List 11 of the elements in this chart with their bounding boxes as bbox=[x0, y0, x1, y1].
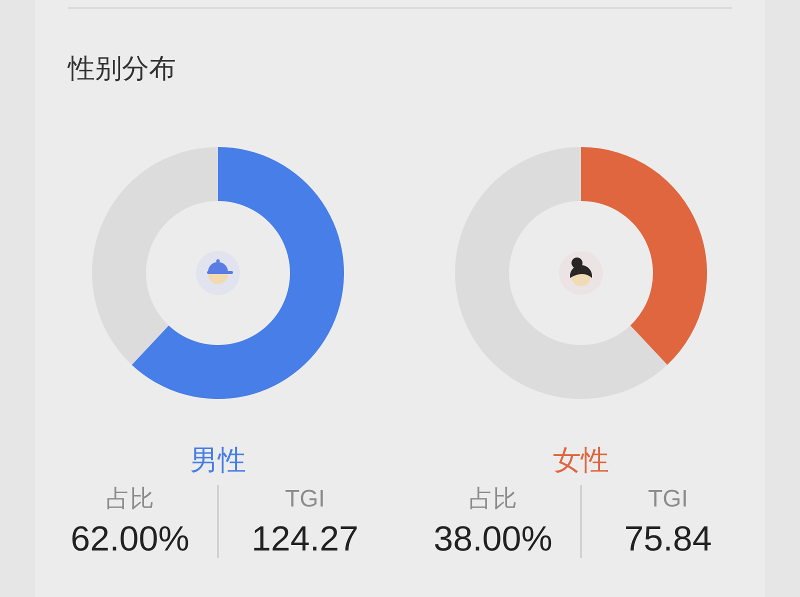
text: TGI bbox=[648, 486, 688, 513]
text: 38.00% bbox=[434, 520, 552, 559]
text: TGI bbox=[285, 486, 325, 513]
text: 75.84 bbox=[624, 520, 712, 559]
text: 女性 bbox=[553, 444, 609, 476]
text: 占比 bbox=[106, 486, 154, 513]
text: 62.00% bbox=[70, 520, 190, 559]
text: 占比 bbox=[469, 486, 517, 513]
text: 124.27 bbox=[251, 520, 359, 559]
chart-title: 性别分布 bbox=[67, 53, 176, 84]
text: 男性 bbox=[190, 444, 246, 476]
